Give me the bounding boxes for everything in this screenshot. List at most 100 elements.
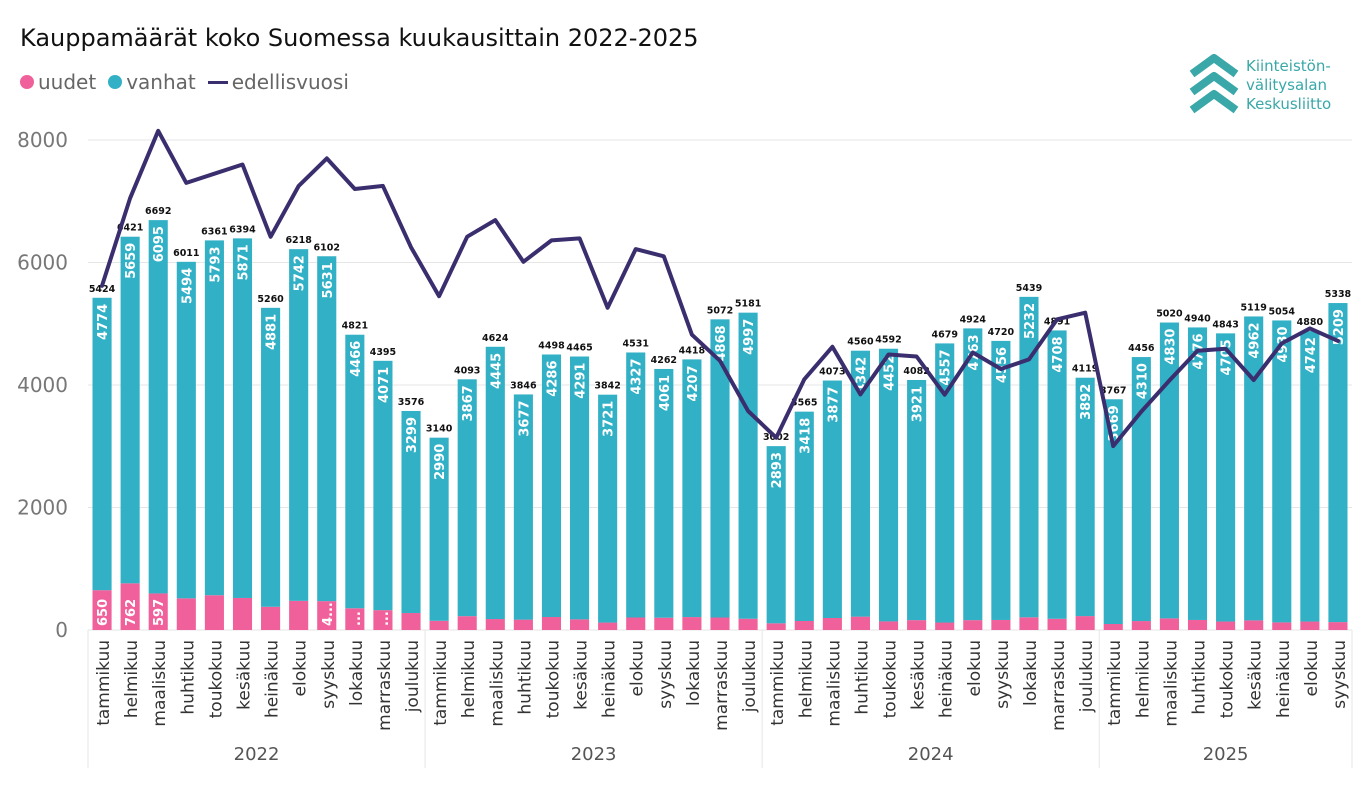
bar-vanhat bbox=[710, 319, 730, 618]
bar-uudet bbox=[935, 622, 955, 630]
bar-uudet bbox=[766, 623, 786, 630]
data-label-vanhat: 3677 bbox=[517, 400, 532, 436]
bar-vanhat bbox=[1019, 296, 1039, 618]
bar-vanhat bbox=[373, 360, 393, 611]
y-tick-label: 2000 bbox=[17, 496, 68, 520]
data-label-total: 4119 bbox=[1072, 364, 1098, 375]
data-label-total: 3140 bbox=[426, 424, 453, 435]
y-tick-label: 8000 bbox=[17, 128, 68, 152]
bar-uudet bbox=[204, 595, 224, 630]
data-label-total: 4679 bbox=[931, 329, 957, 340]
bar-vanhat bbox=[794, 411, 814, 621]
year-label: 2022 bbox=[234, 744, 280, 765]
bar-vanhat bbox=[598, 394, 618, 623]
data-label-vanhat: 2893 bbox=[770, 452, 785, 488]
bar-uudet bbox=[1244, 620, 1264, 630]
bar-uudet bbox=[148, 593, 168, 630]
data-label-total: 3767 bbox=[1100, 385, 1126, 396]
data-label-total: 4082 bbox=[903, 366, 929, 377]
x-tick-label: tammikuu bbox=[768, 640, 788, 726]
legend-edellisvuosi-label: edellisvuosi bbox=[231, 70, 349, 94]
bar-vanhat bbox=[1187, 327, 1208, 620]
x-tick-label: syyskuu bbox=[993, 640, 1013, 709]
bar-vanhat bbox=[907, 379, 927, 621]
bar-uudet bbox=[822, 617, 842, 630]
bar-uudet bbox=[1159, 618, 1179, 630]
x-tick-label: lokakuu bbox=[684, 640, 704, 706]
data-label-total: 4720 bbox=[988, 327, 1015, 338]
x-tick-label: toukokuu bbox=[206, 640, 226, 718]
data-label-vanhat: 5871 bbox=[236, 244, 251, 280]
data-label-vanhat: 5209 bbox=[1332, 309, 1347, 345]
data-label-total: 5054 bbox=[1269, 306, 1296, 317]
data-label-uudet: 4... bbox=[321, 602, 336, 626]
x-tick-label: lokakuu bbox=[1021, 640, 1041, 706]
data-label-total: 5119 bbox=[1240, 302, 1266, 313]
logo-line-3: Keskusliitto bbox=[1246, 94, 1332, 113]
data-label-vanhat: 4207 bbox=[686, 365, 701, 401]
bar-vanhat bbox=[850, 350, 870, 617]
legend-uudet-marker bbox=[20, 75, 34, 89]
year-label: 2025 bbox=[1203, 744, 1249, 765]
data-label-vanhat: 2990 bbox=[433, 444, 448, 480]
bar-vanhat bbox=[345, 334, 365, 609]
bar-uudet bbox=[878, 621, 899, 630]
data-label-total: 3565 bbox=[791, 398, 817, 409]
data-label-total: 4073 bbox=[819, 367, 845, 378]
x-tick-label: joulukuu bbox=[403, 640, 423, 713]
legend-item-vanhat[interactable]: vanhat bbox=[108, 70, 196, 94]
bar-vanhat bbox=[176, 261, 196, 599]
data-label-uudet: ... bbox=[349, 611, 364, 626]
x-tick-label: toukokuu bbox=[1218, 640, 1238, 718]
data-label-vanhat: 5659 bbox=[124, 243, 139, 279]
x-tick-label: kesäkuu bbox=[572, 640, 592, 710]
data-label-total: 6421 bbox=[117, 223, 143, 234]
x-tick-label: marraskuu bbox=[375, 640, 395, 731]
data-label-vanhat: 4556 bbox=[995, 347, 1010, 383]
bar-vanhat bbox=[878, 348, 899, 622]
data-label-vanhat: 4310 bbox=[1135, 363, 1150, 399]
data-label-vanhat: 5494 bbox=[180, 268, 195, 304]
data-label-uudet: ... bbox=[377, 611, 392, 626]
data-label-vanhat: 4452 bbox=[883, 355, 898, 391]
bar-vanhat bbox=[682, 359, 702, 618]
bar-vanhat bbox=[1159, 322, 1179, 619]
x-tick-label: kesäkuu bbox=[909, 640, 929, 710]
data-label-vanhat: 3299 bbox=[405, 417, 420, 453]
data-label-vanhat: 4868 bbox=[714, 325, 729, 361]
data-label-vanhat: 4445 bbox=[489, 353, 504, 389]
data-label-vanhat: 4557 bbox=[939, 349, 954, 385]
bar-vanhat bbox=[963, 328, 983, 621]
bar-uudet bbox=[176, 598, 196, 630]
data-label-vanhat: 3921 bbox=[911, 386, 926, 422]
bar-uudet bbox=[598, 622, 618, 630]
x-tick-label: maaliskuu bbox=[487, 640, 507, 727]
x-tick-label: toukokuu bbox=[881, 640, 901, 718]
bar-uudet bbox=[232, 597, 253, 630]
bar-vanhat bbox=[654, 368, 674, 618]
bar-uudet bbox=[963, 620, 983, 630]
bar-uudet bbox=[1075, 616, 1095, 630]
data-label-total: 4940 bbox=[1184, 313, 1211, 324]
data-label-total: 6692 bbox=[145, 206, 171, 217]
bar-uudet bbox=[485, 619, 505, 630]
bar-vanhat bbox=[1075, 377, 1095, 617]
data-label-vanhat: 5742 bbox=[293, 255, 308, 291]
x-tick-label: helmikuu bbox=[459, 640, 479, 718]
data-label-total: 5181 bbox=[735, 299, 761, 310]
legend-item-uudet[interactable]: uudet bbox=[20, 70, 96, 94]
x-tick-label: maaliskuu bbox=[824, 640, 844, 727]
data-label-total: 4395 bbox=[370, 347, 396, 358]
x-tick-label: joulukuu bbox=[740, 640, 760, 713]
x-tick-label: helmikuu bbox=[122, 640, 142, 718]
data-label-total: 4093 bbox=[454, 365, 480, 376]
legend-item-edellisvuosi[interactable]: edellisvuosi bbox=[207, 70, 349, 94]
data-label-vanhat: 4071 bbox=[377, 367, 392, 403]
bar-vanhat bbox=[991, 340, 1011, 620]
bar-uudet bbox=[401, 613, 421, 630]
data-label-vanhat: 3721 bbox=[602, 401, 617, 437]
bar-uudet bbox=[261, 606, 281, 630]
x-tick-label: syyskuu bbox=[319, 640, 339, 709]
x-tick-label: syyskuu bbox=[1330, 640, 1350, 709]
data-label-total: 4624 bbox=[482, 333, 509, 344]
